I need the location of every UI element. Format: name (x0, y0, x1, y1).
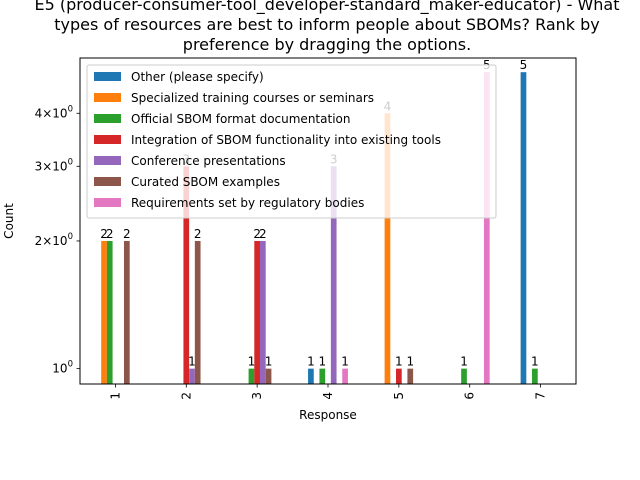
legend-swatch (94, 135, 121, 144)
x-tick-label: 2 (179, 392, 193, 400)
x-tick-label: 4 (321, 392, 335, 400)
bars-layer (101, 72, 538, 385)
legend-box (86, 64, 497, 219)
title-line: types of resources are best to inform pe… (54, 15, 600, 34)
bar (384, 113, 391, 384)
data-label: 2 (106, 227, 114, 241)
legend-entry: Conference presentations (131, 154, 286, 168)
y-tick-label: 3×100 (35, 157, 73, 173)
bar (330, 166, 337, 384)
bar (396, 368, 402, 384)
legend-swatch (94, 156, 121, 165)
chart-title: E5 (producer-consumer-tool_developer-sta… (34, 0, 619, 54)
bar (106, 240, 113, 384)
legend-entry: Other (please specify) (131, 70, 264, 84)
data-label: 1 (406, 355, 414, 369)
y-axis-label: Count (2, 203, 16, 239)
x-tick-label: 5 (392, 392, 406, 400)
data-label: 2 (194, 227, 202, 241)
legend-entry: Curated SBOM examples (131, 175, 280, 189)
data-label: 1 (531, 355, 539, 369)
y-tick-label: 2×100 (35, 232, 73, 248)
bar (123, 240, 130, 384)
bar (265, 368, 272, 384)
title-line: preference by dragging the options. (183, 35, 471, 54)
x-axis: 1 2 3 4 5 6 7 (108, 384, 548, 400)
y-axis: 100 2×100 3×100 4×100 (35, 104, 80, 376)
data-label: 1 (341, 355, 349, 369)
bar (483, 72, 490, 385)
legend-entry: Integration of SBOM functionality into e… (131, 133, 441, 147)
data-label: 1 (307, 355, 315, 369)
bar (183, 166, 190, 384)
x-tick-label: 6 (463, 392, 477, 400)
data-label: 2 (253, 227, 261, 241)
bar (101, 240, 107, 384)
title-line: E5 (producer-consumer-tool_developer-sta… (34, 0, 619, 15)
bar (520, 72, 527, 385)
data-label: 5 (520, 58, 528, 72)
data-label: 1 (248, 355, 256, 369)
data-label: 1 (265, 355, 273, 369)
data-label: 1 (460, 355, 468, 369)
bar (461, 368, 467, 384)
y-tick-label: 100 (52, 360, 73, 376)
bar (342, 368, 348, 384)
legend-swatch (94, 72, 121, 81)
x-tick-label: 3 (250, 392, 264, 400)
legend-swatch (94, 198, 121, 207)
bar (319, 368, 326, 384)
data-label: 2 (123, 227, 131, 241)
legend-entry: Specialized training courses or seminars (131, 91, 374, 105)
x-tick-label: 7 (534, 392, 548, 400)
bar (248, 368, 255, 384)
bar (407, 368, 414, 384)
data-label: 2 (100, 227, 108, 241)
legend-entry: Official SBOM format documentation (131, 112, 350, 126)
bar (254, 240, 260, 384)
bar (189, 368, 195, 384)
legend-swatch (94, 114, 121, 123)
legend-swatch (94, 177, 121, 186)
data-label: 2 (259, 227, 267, 241)
bar (308, 368, 314, 384)
legend: Other (please specify) Specialized traini… (86, 64, 497, 219)
x-tick-label: 1 (108, 392, 122, 400)
legend-entry: Requirements set by regulatory bodies (131, 196, 364, 210)
y-tick-label: 4×100 (35, 104, 73, 120)
data-label: 1 (318, 355, 326, 369)
legend-swatch (94, 93, 121, 102)
data-label: 1 (395, 355, 403, 369)
bar (259, 240, 266, 384)
bar (194, 240, 201, 384)
data-label: 1 (188, 355, 196, 369)
x-axis-label: Response (299, 408, 357, 422)
bar (532, 368, 538, 384)
